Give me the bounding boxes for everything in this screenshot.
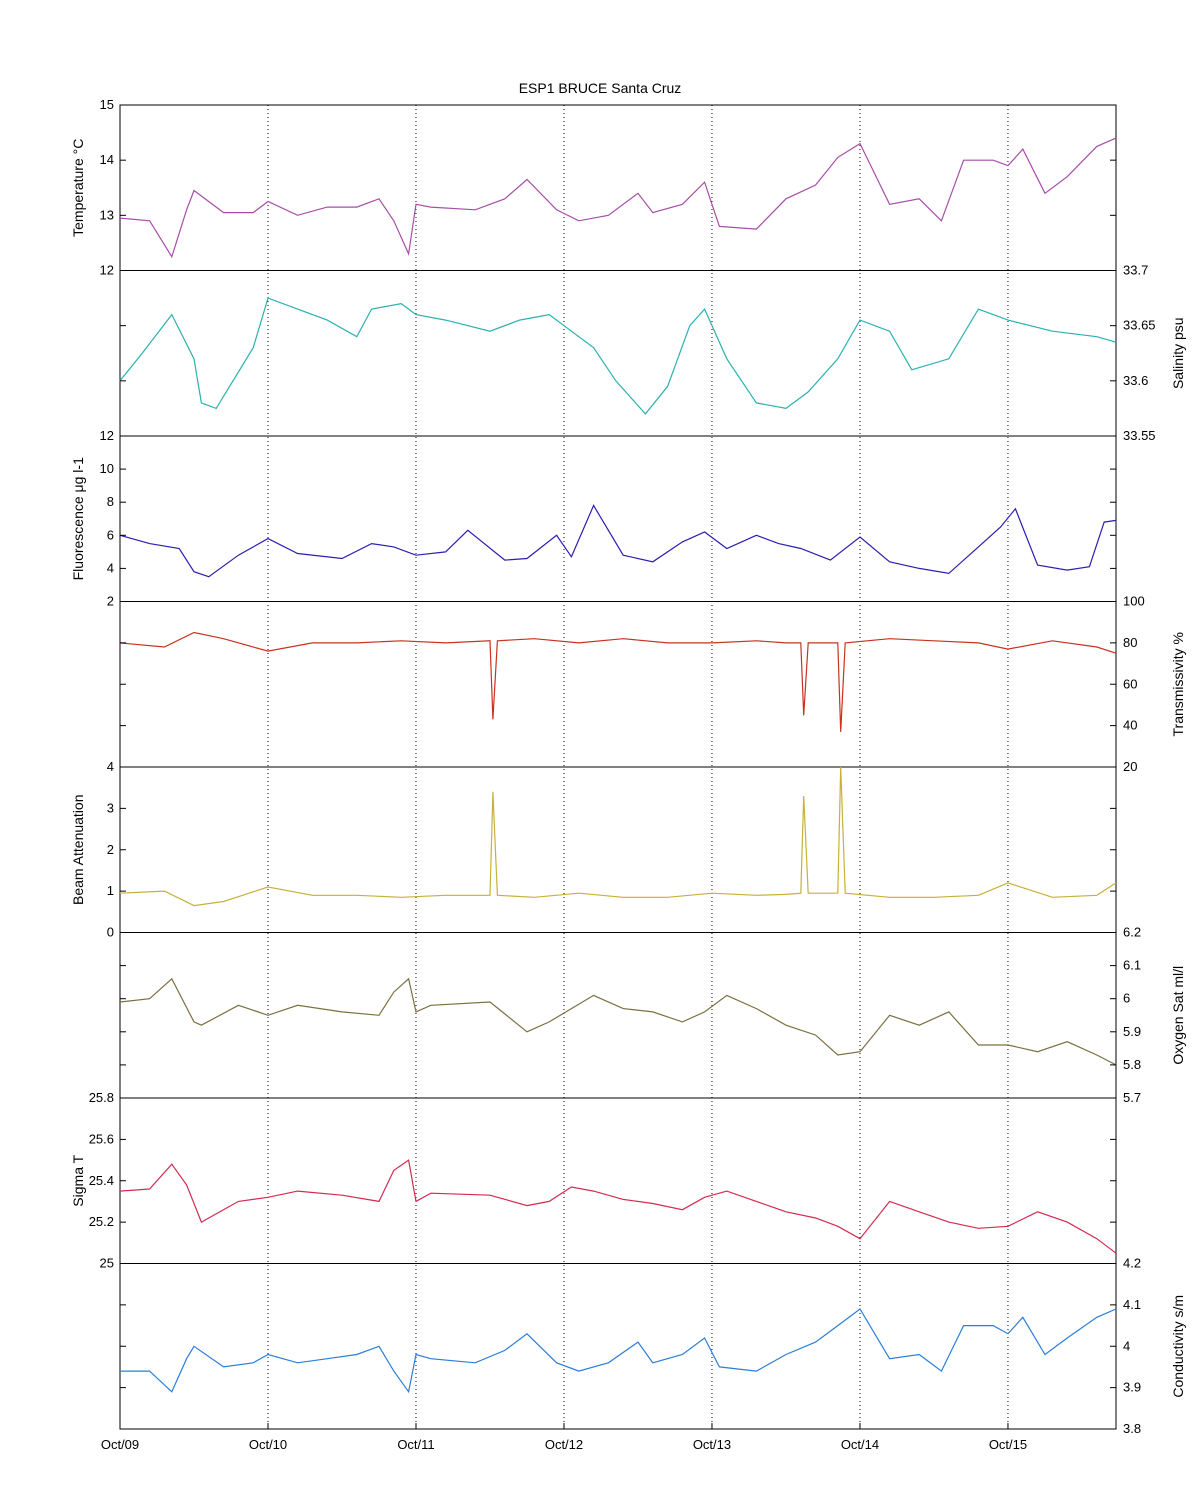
ytick-label-transmissivity-4: 100 (1123, 594, 1145, 609)
ytick-label-conductivity-3: 4.1 (1123, 1297, 1141, 1312)
ytick-label-transmissivity-1: 40 (1123, 718, 1137, 733)
ytick-label-transmissivity-3: 80 (1123, 635, 1137, 650)
ytick-label-salinity-3: 33.7 (1123, 263, 1148, 278)
ytick-label-conductivity-2: 4 (1123, 1338, 1130, 1353)
ylabel-transmissivity: Transmissivity % (1170, 632, 1186, 737)
ytick-label-oxygen_sat-2: 5.9 (1123, 1024, 1141, 1039)
ytick-label-transmissivity-0: 20 (1123, 759, 1137, 774)
series-line-beam_attenuation (119, 766, 1117, 907)
ytick-label-sigma_t-1: 25.2 (89, 1214, 114, 1229)
panel-conductivity: 3.8 3.9 4 4.1 4.2 Conductivity s/m (119, 1256, 1186, 1436)
xtick-label-2: Oct/11 (397, 1437, 434, 1452)
panel-fluorescence: 2 4 6 8 10 12 Fluorescence μg l-1 (70, 428, 1117, 609)
ytick-label-fluorescence-1: 4 (107, 560, 114, 575)
ytick-label-beam_attenuation-0: 0 (107, 925, 114, 940)
ylabel-sigma_t: Sigma T (70, 1154, 86, 1206)
ylabel-fluorescence: Fluorescence μg l-1 (70, 457, 86, 580)
ytick-label-beam_attenuation-1: 1 (107, 883, 114, 898)
ytick-label-sigma_t-0: 25 (100, 1256, 114, 1271)
series-line-fluorescence (119, 504, 1117, 578)
ytick-label-beam_attenuation-3: 3 (107, 800, 114, 815)
series-line-conductivity (120, 1308, 1117, 1394)
ytick-label-temperature-2: 14 (100, 152, 114, 167)
ylabel-temperature: Temperature °C (70, 139, 86, 237)
xtick-label-6: Oct/15 (989, 1437, 1027, 1452)
series-line-temperature (119, 137, 1117, 259)
ytick-label-sigma_t-4: 25.8 (89, 1090, 114, 1105)
ytick-label-fluorescence-4: 10 (100, 461, 114, 476)
ytick-label-transmissivity-2: 60 (1123, 676, 1137, 691)
ylabel-conductivity: Conductivity s/m (1170, 1295, 1186, 1398)
ytick-label-sigma_t-3: 25.6 (89, 1131, 114, 1146)
ytick-label-oxygen_sat-0: 5.7 (1123, 1090, 1141, 1105)
ytick-label-conductivity-1: 3.9 (1123, 1380, 1141, 1395)
ytick-label-temperature-1: 13 (100, 207, 114, 222)
ytick-label-conductivity-4: 4.2 (1123, 1256, 1141, 1271)
ytick-label-conductivity-0: 3.8 (1123, 1421, 1141, 1436)
ytick-label-salinity-0: 33.55 (1123, 428, 1156, 443)
xtick-label-1: Oct/10 (249, 1437, 287, 1452)
ytick-label-oxygen_sat-4: 6.1 (1123, 958, 1141, 973)
ytick-label-temperature-3: 15 (100, 97, 114, 112)
ytick-label-oxygen_sat-1: 5.8 (1123, 1057, 1141, 1072)
xtick-label-0: Oct/09 (101, 1437, 139, 1452)
series-line-salinity (119, 297, 1117, 415)
ytick-label-oxygen_sat-3: 6 (1123, 991, 1130, 1006)
xtick-label-3: Oct/12 (545, 1437, 583, 1452)
series-line-sigma_t (119, 1159, 1117, 1254)
ytick-label-temperature-0: 12 (100, 263, 114, 278)
x-axis: Oct/09 Oct/10 Oct/11 Oct/12 Oct/13 Oct/14 Oct/… (101, 1423, 1027, 1452)
ytick-label-beam_attenuation-4: 4 (107, 759, 114, 774)
ytick-label-sigma_t-2: 25.4 (89, 1173, 114, 1188)
ytick-label-beam_attenuation-2: 2 (107, 842, 114, 857)
ylabel-salinity: Salinity psu (1170, 317, 1186, 389)
panel-sigma_t: 25 25.2 25.4 25.6 25.8 Sigma T (70, 1090, 1117, 1271)
ytick-label-fluorescence-5: 12 (100, 428, 114, 443)
series-line-transmissivity (119, 631, 1117, 732)
ytick-label-salinity-1: 33.6 (1123, 373, 1148, 388)
chart-title: ESP1 BRUCE Santa Cruz (519, 80, 682, 96)
ylabel-oxygen_sat: Oxygen Sat ml/l (1170, 966, 1186, 1065)
ytick-label-fluorescence-0: 2 (107, 594, 114, 609)
ytick-label-fluorescence-3: 8 (107, 494, 114, 509)
ylabel-beam_attenuation: Beam Attenuation (70, 794, 86, 905)
ytick-label-salinity-2: 33.65 (1123, 318, 1156, 333)
ytick-label-fluorescence-2: 6 (107, 527, 114, 542)
xtick-label-5: Oct/14 (841, 1437, 879, 1452)
ytick-label-oxygen_sat-5: 6.2 (1123, 925, 1141, 940)
series-line-oxygen_sat (119, 977, 1117, 1066)
xtick-label-4: Oct/13 (693, 1437, 731, 1452)
